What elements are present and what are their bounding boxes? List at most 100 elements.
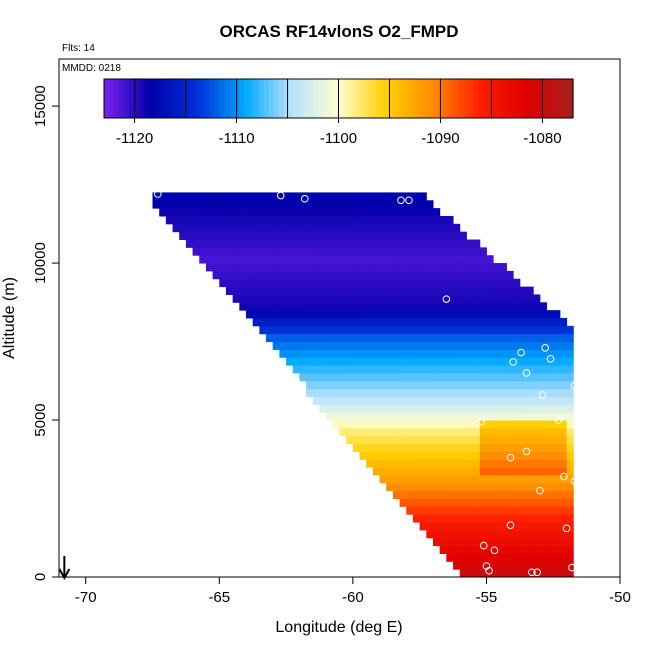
heatmap-cell (513, 396, 521, 405)
heatmap-cell (506, 333, 514, 343)
heatmap-cell (346, 270, 354, 280)
heatmap-cell (559, 474, 568, 484)
heatmap-cell (319, 270, 327, 280)
heatmap-cell (339, 270, 347, 280)
heatmap-cell (346, 247, 354, 256)
heatmap-cell (352, 294, 361, 303)
heatmap-cell (433, 325, 441, 335)
heatmap-cell (406, 380, 414, 390)
heatmap-cell (479, 482, 487, 492)
x-tick-label: -55 (476, 589, 498, 606)
heatmap-cell (439, 325, 447, 335)
heatmap-cell (219, 231, 227, 241)
heatmap-cell (419, 506, 427, 515)
heatmap-cell (319, 372, 327, 382)
heatmap-cell (412, 270, 421, 280)
heatmap-cell (506, 529, 514, 539)
colorbar-segment (188, 79, 195, 118)
heatmap-cell (466, 239, 474, 248)
heatmap-cell (232, 247, 240, 256)
heatmap-cell (266, 192, 274, 201)
heatmap-cell (433, 420, 441, 429)
heatmap-cell (506, 412, 514, 421)
heatmap-cell (439, 215, 447, 225)
heatmap-cell (513, 286, 521, 295)
heatmap-cell (493, 522, 501, 531)
heatmap-cell (526, 357, 534, 366)
heatmap-cell (392, 388, 401, 397)
heatmap-cell (559, 529, 568, 539)
colorbar (103, 78, 574, 119)
heatmap-cell (553, 372, 561, 382)
colorbar-segment (478, 79, 484, 118)
heatmap-cell (232, 192, 240, 201)
observation-point (479, 541, 488, 550)
heatmap-cell (399, 294, 407, 303)
heatmap-cell (466, 474, 474, 484)
heatmap-cell (239, 231, 247, 241)
heatmap-cell (419, 278, 427, 288)
heatmap-cell (406, 420, 414, 429)
heatmap-cell (312, 231, 320, 241)
heatmap-cell (312, 325, 320, 335)
x-tick-label: -70 (75, 589, 97, 606)
heatmap-cell (499, 310, 507, 319)
heatmap-cell (406, 427, 414, 437)
heatmap-cell (286, 215, 294, 225)
heatmap-cell (526, 522, 534, 531)
heatmap-cell (566, 459, 574, 468)
heatmap-cell (426, 341, 434, 350)
heatmap-cell (453, 239, 461, 248)
heatmap-cell (286, 357, 294, 366)
heatmap-cell (466, 270, 474, 280)
heatmap-cell (446, 341, 454, 350)
heatmap-cell (185, 215, 194, 225)
heatmap-cell (559, 443, 568, 452)
heatmap-cell (386, 294, 394, 303)
heatmap-cell (292, 286, 300, 295)
heatmap-cell (346, 396, 354, 405)
heatmap-cell (319, 223, 327, 233)
heatmap-cell (466, 372, 474, 382)
heatmap-cell (553, 365, 561, 374)
heatmap-cell (499, 545, 507, 554)
heatmap-cell (279, 223, 287, 233)
colorbar-segment (248, 79, 255, 118)
heatmap-cell (392, 223, 401, 233)
heatmap-cell (419, 239, 427, 248)
heatmap-cell (459, 278, 467, 288)
colorbar-segment (203, 79, 210, 118)
heatmap-cell (559, 451, 568, 460)
heatmap-cell (506, 380, 514, 390)
colorbar-segment (378, 79, 385, 118)
heatmap-cell (332, 278, 340, 288)
heatmap-cell (152, 200, 160, 209)
heatmap-cell (486, 341, 494, 350)
heatmap-cell (406, 349, 414, 358)
heatmap-cell (366, 443, 374, 452)
heatmap-cell (279, 349, 287, 358)
heatmap-cell (493, 310, 501, 319)
heatmap-cell (372, 302, 381, 311)
colorbar-segment (123, 79, 130, 118)
heatmap-cell (232, 278, 240, 288)
heatmap-cell (433, 310, 441, 319)
heatmap-cell (533, 498, 541, 507)
observation-point (405, 196, 413, 205)
colorbar-segment (273, 79, 280, 118)
heatmap-cell (506, 435, 514, 445)
heatmap-cell (372, 467, 381, 476)
heatmap-cell (533, 357, 541, 366)
heatmap-cell (372, 192, 381, 201)
heatmap-cell (292, 349, 300, 358)
x-axis-label: Longitude (deg E) (275, 619, 402, 636)
heatmap-cell (252, 247, 260, 256)
heatmap-cell (279, 239, 287, 248)
heatmap-cell (259, 302, 267, 311)
heatmap-cell (279, 270, 287, 280)
heatmap-cell (466, 490, 474, 500)
heatmap-cell (319, 357, 327, 366)
heatmap-cell (539, 310, 548, 319)
heatmap-cell (513, 388, 521, 397)
heatmap-cell (372, 247, 381, 256)
